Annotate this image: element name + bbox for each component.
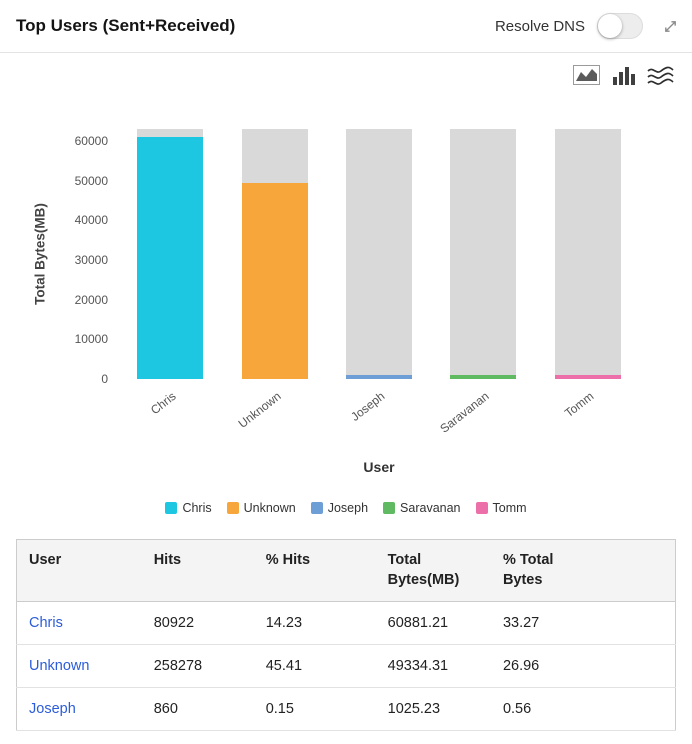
bar-slot: Joseph (327, 129, 431, 424)
bar-slot: Saravanan (431, 129, 535, 436)
x-tick-label: Tomm (562, 389, 597, 421)
legend-swatch (165, 502, 178, 514)
legend-swatch (383, 502, 396, 514)
bar-track (346, 129, 413, 379)
bar-joseph[interactable] (346, 374, 413, 379)
expand-icon[interactable] (663, 19, 678, 34)
y-tick-label: 10000 (74, 332, 108, 347)
y-tick-label: 0 (101, 372, 108, 386)
table-wrap: User Hits % Hits Total Bytes(MB) % Total Byt… (16, 539, 676, 732)
table-header-row: User Hits % Hits Total Bytes(MB) % Total Byt… (16, 539, 676, 603)
bar-slot: Chris (118, 129, 222, 417)
table-cell: 0.56 (490, 687, 676, 732)
column-header: % Hits (253, 539, 376, 603)
table-cell: 49334.31 (375, 644, 491, 689)
widget-header: Top Users (Sent+Received) Resolve DNS (0, 0, 692, 53)
chart-legend: Chris Unknown Joseph Saravanan Tomm (0, 501, 692, 515)
x-tick-label: Joseph (348, 389, 388, 424)
y-axis-ticks: 0 10000 20000 30000 40000 50000 60000 (46, 129, 118, 386)
y-tick-label: 30000 (74, 252, 108, 267)
table-body: Chris 80922 14.23 60881.21 33.27 Unknown 25827… (16, 601, 676, 732)
user-link[interactable]: Joseph (16, 687, 142, 732)
bar-slot: Unknown (222, 129, 326, 431)
bar-tomm[interactable] (554, 375, 621, 379)
legend-item[interactable]: Joseph (310, 501, 369, 515)
chart-type-switcher (0, 53, 692, 85)
table-cell: 60881.21 (375, 601, 491, 646)
x-axis-title: User (363, 459, 395, 475)
table-head: User Hits % Hits Total Bytes(MB) % Total Byt… (16, 539, 676, 603)
legend-item[interactable]: Chris (165, 501, 212, 515)
header-controls: Resolve DNS (495, 13, 678, 39)
column-header: User (16, 539, 142, 603)
x-tick-label: Unknown (235, 389, 284, 431)
x-tick-label: Chris (148, 389, 179, 418)
bar-slot: Tomm (536, 129, 640, 420)
user-link[interactable]: Unknown (16, 644, 142, 689)
bar-track (554, 129, 621, 379)
legend-swatch (310, 502, 323, 514)
table-cell: 14.23 (253, 601, 376, 646)
legend-item[interactable]: Unknown (226, 501, 296, 515)
legend-item[interactable]: Tomm (475, 501, 527, 515)
resolve-dns-toggle[interactable] (597, 13, 643, 39)
table-cell: 1025.23 (375, 687, 491, 732)
table-cell: 860 (141, 687, 254, 732)
table-cell: 80922 (141, 601, 254, 646)
resolve-dns-label: Resolve DNS (494, 17, 585, 35)
table-cell: 0.15 (253, 687, 376, 732)
legend-label: Joseph (327, 501, 369, 515)
legend-label: Chris (182, 501, 212, 515)
table-cell: 26.96 (490, 644, 676, 689)
column-header-text: % Hits (265, 552, 311, 568)
legend-swatch (475, 502, 488, 514)
top-users-table: User Hits % Hits Total Bytes(MB) % Total Byt… (16, 539, 676, 732)
table-row: Chris 80922 14.23 60881.21 33.27 (16, 601, 676, 646)
table-cell: 45.41 (253, 644, 376, 689)
y-tick-label: 40000 (74, 213, 108, 228)
table-cell: 258278 (141, 644, 254, 689)
column-header-text: Hits (153, 552, 182, 568)
page-title: Top Users (Sent+Received) (16, 16, 236, 35)
area-chart-icon[interactable] (573, 65, 600, 85)
bar-chart-icon[interactable] (612, 65, 635, 85)
legend-swatch (226, 502, 239, 514)
legend-label: Tomm (492, 501, 527, 515)
bar-chris[interactable] (137, 137, 204, 379)
x-tick-label: Saravanan (437, 389, 493, 436)
toggle-knob (598, 14, 622, 38)
column-header: Hits (141, 539, 254, 603)
table-row: Unknown 258278 45.41 49334.31 26.96 (16, 644, 676, 689)
bar-saravanan[interactable] (450, 375, 517, 379)
table-row: Joseph 860 0.15 1025.23 0.56 (16, 687, 676, 732)
y-tick-label: 60000 (74, 133, 108, 148)
legend-label: Unknown (243, 501, 296, 515)
column-header: Total Bytes(MB) (375, 539, 491, 603)
table-cell: 33.27 (490, 601, 676, 646)
plot-area: 0 10000 20000 30000 40000 50000 60000 Chris Unk… (75, 129, 640, 436)
legend-item[interactable]: Saravanan (383, 501, 461, 515)
bar-unknown[interactable] (241, 183, 308, 379)
legend-label: Saravanan (400, 501, 461, 515)
bar-track (450, 129, 517, 379)
bar-chart: Total Bytes(MB) 0 10000 20000 30000 40000 500… (0, 129, 692, 475)
y-tick-label: 50000 (74, 173, 108, 188)
column-header: % Total Bytes (490, 539, 676, 603)
y-tick-label: 20000 (74, 292, 108, 307)
column-header-text: % Total Bytes (502, 552, 554, 588)
user-link[interactable]: Chris (16, 601, 142, 646)
stream-chart-icon[interactable] (647, 65, 674, 85)
column-header-text: User (29, 552, 62, 568)
column-header-text: Total Bytes(MB) (387, 552, 460, 588)
